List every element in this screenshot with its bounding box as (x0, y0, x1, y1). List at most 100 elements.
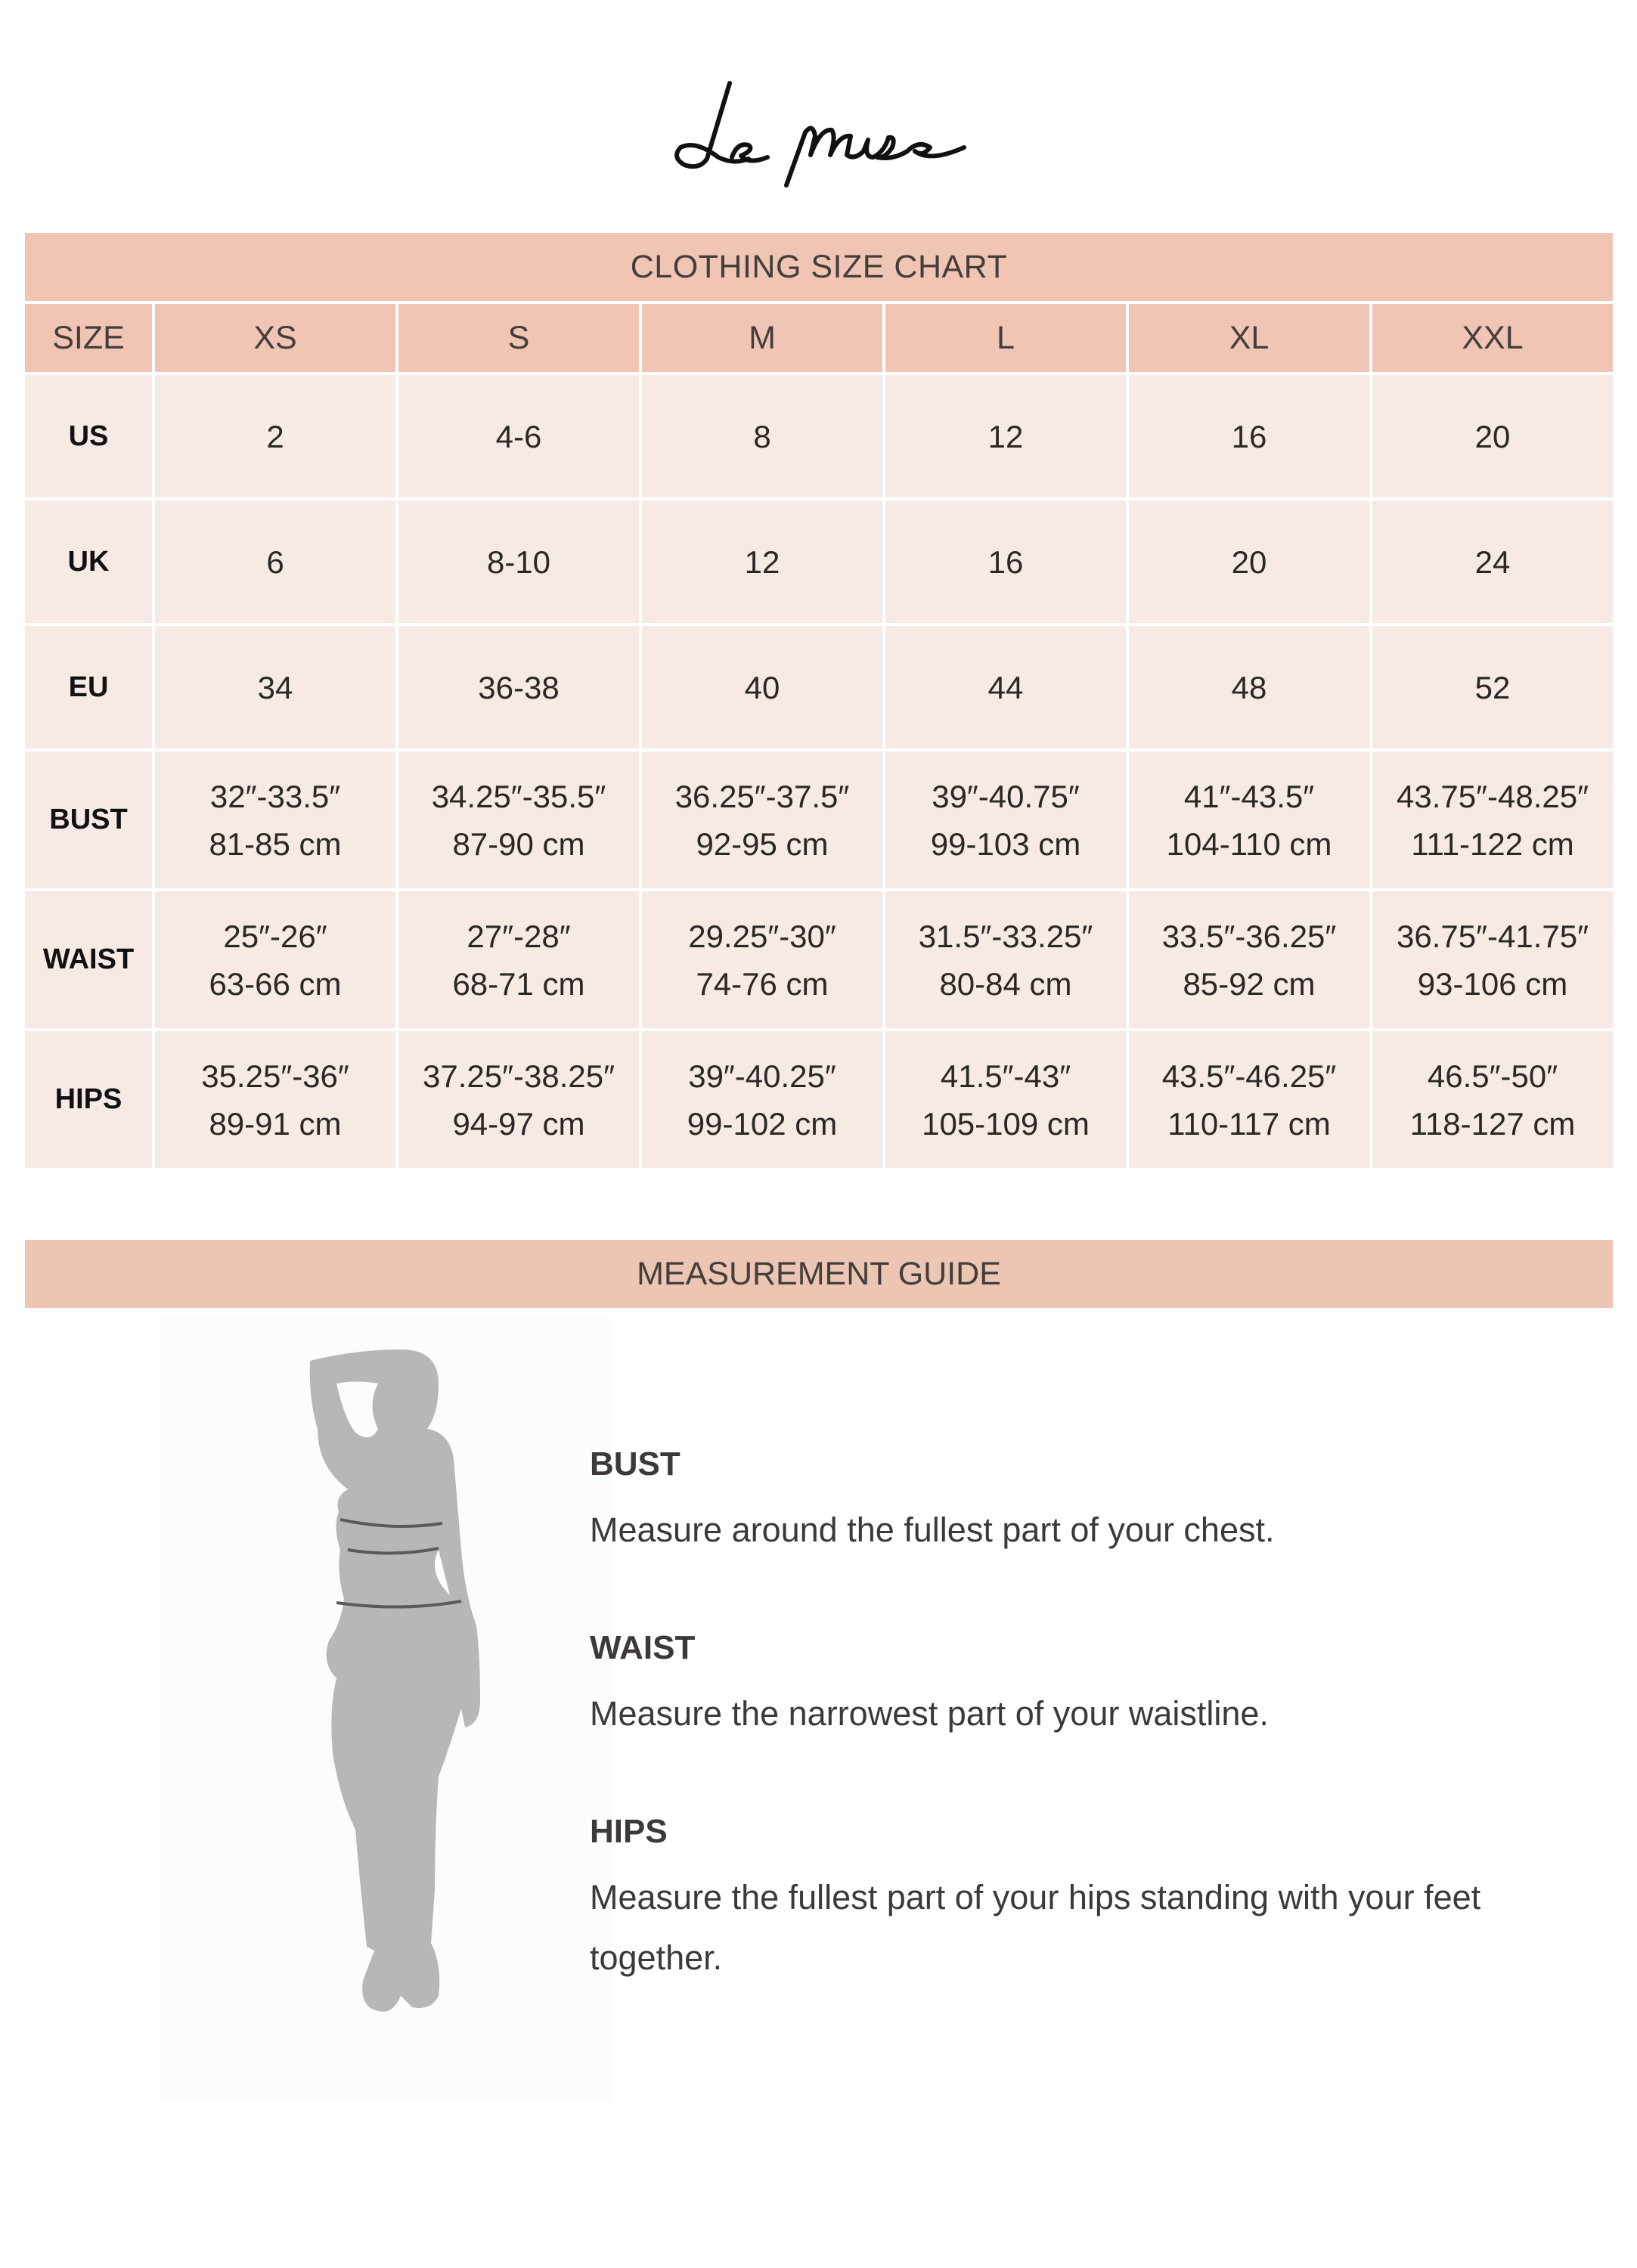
size-chart-table: CLOTHING SIZE CHART SIZE XS S M L XL XXL… (25, 233, 1613, 1168)
header-xs: XS (155, 304, 395, 372)
table-cell: 29.25″-30″ 74-76 cm (642, 891, 882, 1028)
header-xxl: XXL (1372, 304, 1613, 372)
cell-value: 6 (266, 544, 284, 580)
cell-value: 12 (744, 544, 780, 580)
size-chart-title: CLOTHING SIZE CHART (25, 233, 1613, 301)
waist-line (347, 1547, 439, 1555)
table-cell: 24 (1372, 500, 1613, 623)
body-silhouette-icon (309, 1349, 480, 2012)
guide-text: Measure the narrowest part of your waist… (590, 1694, 1269, 1733)
cell-value: 40 (744, 669, 780, 705)
cell-value-cm: 111-122 cm (1411, 826, 1574, 862)
cell-value: 20 (1474, 418, 1511, 454)
row-label-us: US (25, 375, 152, 497)
table-cell: 12 (885, 375, 1126, 497)
cell-value-cm: 92-95 cm (696, 826, 829, 862)
cell-value-cm: 93-106 cm (1417, 965, 1568, 1002)
table-cell: 35.25″-36″ 89-91 cm (155, 1031, 395, 1168)
table-cell: 31.5″-33.25″ 80-84 cm (885, 891, 1126, 1028)
cell-value-cm: 118-127 cm (1409, 1105, 1576, 1142)
row-label-waist: WAIST (25, 891, 152, 1028)
row-label-bust: BUST (25, 751, 152, 888)
cell-value: 41″-43.5″ (1183, 778, 1315, 814)
table-cell: 8-10 (398, 500, 639, 623)
table-cell: 20 (1129, 500, 1369, 623)
hips-line (336, 1600, 462, 1609)
guide-heading: HIPS (590, 1813, 668, 1850)
cell-value: 43.75″-48.25″ (1397, 778, 1589, 814)
cell-value: 52 (1474, 669, 1511, 705)
cell-value: 20 (1231, 544, 1267, 580)
table-cell: 44 (885, 626, 1126, 748)
table-cell: 52 (1372, 626, 1613, 748)
table-cell: 43.5″-46.25″ 110-117 cm (1129, 1031, 1369, 1168)
cell-value: 43.5″-46.25″ (1161, 1058, 1337, 1094)
cell-value: 41.5″-43″ (940, 1058, 1071, 1094)
table-cell: 34 (155, 626, 395, 748)
guide-heading: BUST (590, 1445, 681, 1483)
cell-value-cm: 105-109 cm (922, 1105, 1090, 1142)
cell-value-cm: 74-76 cm (696, 965, 829, 1002)
cell-value-cm: 80-84 cm (939, 965, 1072, 1002)
cell-value: 29.25″-30″ (688, 918, 836, 954)
table-cell: 8 (642, 375, 882, 497)
cell-value: 44 (987, 669, 1024, 705)
guide-text: Measure around the fullest part of your … (590, 1510, 1275, 1549)
cell-value: 2 (266, 418, 284, 454)
cell-value: 33.5″-36.25″ (1161, 918, 1337, 954)
guide-item-bust: BUST Measure around the fullest part of … (590, 1445, 1573, 1560)
row-label-hips: HIPS (25, 1031, 152, 1168)
measurement-guide-title: MEASUREMENT GUIDE (25, 1240, 1613, 1308)
table-cell: 4-6 (398, 375, 639, 497)
table-cell: 36.75″-41.75″ 93-106 cm (1372, 891, 1613, 1028)
header-l: L (885, 304, 1126, 372)
table-cell: 41.5″-43″ 105-109 cm (885, 1031, 1126, 1168)
cell-value: 36.25″-37.5″ (674, 778, 850, 814)
table-cell: 16 (1129, 375, 1369, 497)
le-muse-logo (674, 81, 966, 187)
cell-value: 37.25″-38.25″ (423, 1058, 615, 1094)
table-cell: 36.25″-37.5″ 92-95 cm (642, 751, 882, 888)
row-label-eu: EU (25, 626, 152, 748)
cell-value: 39″-40.25″ (688, 1058, 836, 1094)
cell-value-cm: 110-117 cm (1167, 1105, 1331, 1142)
table-cell: 39″-40.75″ 99-103 cm (885, 751, 1126, 888)
cell-value: 35.25″-36″ (201, 1058, 349, 1094)
cell-value-cm: 68-71 cm (452, 965, 585, 1002)
cell-value-cm: 87-90 cm (452, 826, 585, 862)
cell-value: 39″-40.75″ (932, 778, 1080, 814)
guide-text: Measure the fullest part of your hips st… (590, 1878, 1481, 1977)
table-cell: 37.25″-38.25″ 94-97 cm (398, 1031, 639, 1168)
table-cell: 39″-40.25″ 99-102 cm (642, 1031, 882, 1168)
cell-value-cm: 81-85 cm (209, 826, 342, 862)
cell-value: 25″-26″ (223, 918, 327, 954)
table-cell: 12 (642, 500, 882, 623)
table-cell: 48 (1129, 626, 1369, 748)
cell-value: 12 (987, 418, 1024, 454)
table-cell: 36-38 (398, 626, 639, 748)
cell-value: 16 (1231, 418, 1267, 454)
cell-value-cm: 94-97 cm (452, 1105, 585, 1142)
cell-value-cm: 99-103 cm (930, 826, 1081, 862)
cell-value: 36.75″-41.75″ (1397, 918, 1589, 954)
cell-value: 48 (1231, 669, 1267, 705)
cell-value: 24 (1474, 544, 1511, 580)
table-cell: 33.5″-36.25″ 85-92 cm (1129, 891, 1369, 1028)
cell-value-cm: 89-91 cm (209, 1105, 342, 1142)
table-cell: 20 (1372, 375, 1613, 497)
table-cell: 16 (885, 500, 1126, 623)
cell-value: 8 (753, 418, 771, 454)
cell-value: 4-6 (495, 418, 542, 454)
guide-heading: WAIST (590, 1629, 696, 1666)
table-cell: 32″-33.5″ 81-85 cm (155, 751, 395, 888)
bust-line (339, 1518, 443, 1528)
table-cell: 6 (155, 500, 395, 623)
table-cell: 46.5″-50″ 118-127 cm (1372, 1031, 1613, 1168)
header-s: S (398, 304, 639, 372)
cell-value: 36-38 (478, 669, 560, 705)
table-cell: 2 (155, 375, 395, 497)
guide-item-waist: WAIST Measure the narrowest part of your… (590, 1629, 1573, 1744)
cell-value: 8-10 (486, 544, 551, 580)
header-xl: XL (1129, 304, 1369, 372)
cell-value-cm: 99-102 cm (687, 1105, 838, 1142)
